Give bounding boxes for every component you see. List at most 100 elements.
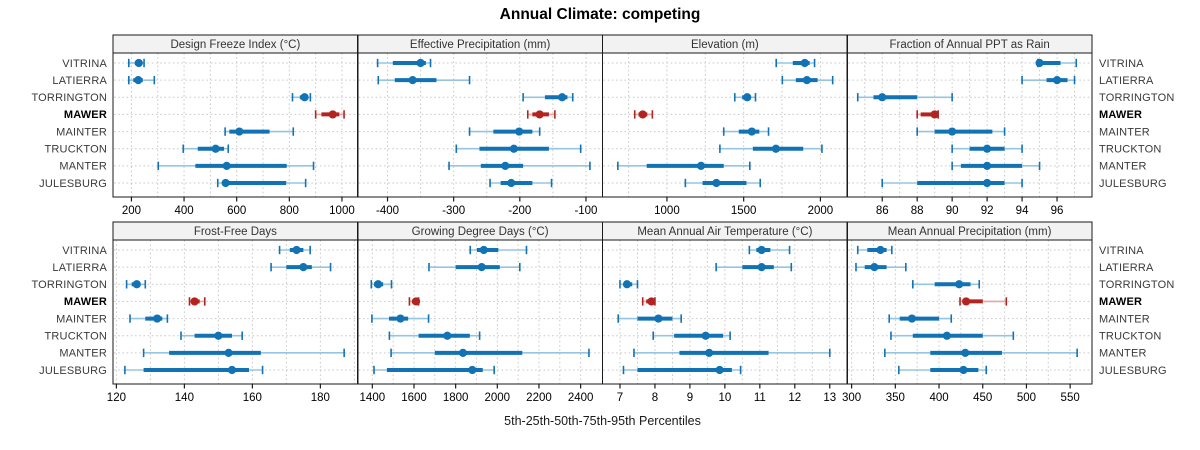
axis-tick-label: 9 [687,392,693,404]
percentile-interval-truckton [182,144,230,153]
percentile-interval-torrington [912,280,981,289]
axis-tick-label: 140 [175,392,194,404]
category-label-left: VITRINA [62,58,107,70]
axis-tick-label: 450 [973,392,992,404]
percentile-interval-manter [157,161,315,171]
category-label-right: MAINTER [1099,126,1150,138]
median-dot [948,127,957,136]
axis-tick-label: 1400 [360,392,386,404]
median-dot [907,314,917,323]
percentile-interval-torrington [291,93,312,102]
median-dot [771,144,780,153]
median-dot [477,263,486,272]
panel-border [357,239,604,385]
percentile-interval-vitrina [376,58,432,68]
percentile-interval-latierra [127,75,156,85]
median-dot [299,263,308,272]
axis-tick-label: -200 [508,205,531,217]
category-label-right: TRUCKTON [1099,331,1162,343]
percentile-interval-vitrina [748,245,791,255]
axis-tick-label: -300 [442,205,465,217]
category-label-left: JULESBURG [39,365,107,377]
category-label-left: TORRINGTON [31,279,107,291]
percentile-interval-manter [448,161,591,171]
median-dot [227,365,237,375]
axis-tick-label: 7 [617,392,623,404]
median-dot [374,280,383,289]
percentile-interval-vitrina [278,245,311,255]
panel-strip-title: Fraction of Annual PPT as Rain [890,39,1050,51]
percentile-interval-truckton [890,331,1015,340]
axis-tick-label: -400 [376,205,399,217]
percentile-interval-manter [951,161,1041,171]
percentile-interval-mawer [916,110,939,119]
panel-strip [846,34,1093,54]
panel-growing-degree-days-c: 1400 1600 1800 2000 2200 2400 Growing Degree D… [357,221,604,404]
median-dot [647,297,656,306]
percentile-interval-julesburg [216,178,307,188]
median-dot [211,144,220,153]
percentile-interval-manter [617,161,751,171]
axis-tick-label: 550 [1061,392,1080,404]
percentile-interval-manter [142,348,345,358]
axis-tick-label: 800 [280,205,299,217]
percentile-interval-julesburg [881,178,1023,188]
median-dot [214,331,223,340]
median-dot [696,161,706,170]
axis-tick-label: 2000 [808,205,834,217]
percentile-interval-torrington [733,93,757,102]
median-dot [878,93,887,102]
axis-tick-label: 90 [946,205,959,217]
percentile-interval-manter [633,348,831,358]
axis-tick-label: 600 [227,205,246,217]
axis-tick-label: 160 [243,392,262,404]
median-dot [743,93,752,102]
median-dot [622,280,632,289]
axis-tick-label: 2400 [568,392,594,404]
percentile-interval-mawer [633,110,654,119]
percentile-interval-julesburg [622,365,742,375]
category-label-right: MANTER [1099,161,1147,173]
percentile-interval-mainter [468,127,541,136]
median-dot [300,93,309,102]
percentile-interval-torrington [522,93,574,102]
category-label-left: MANTER [59,348,107,360]
category-label-left: LATIERRA [52,75,107,87]
axis-tick-label: 200 [122,205,141,217]
percentile-interval-mainter [888,314,953,323]
median-dot [222,161,231,170]
axis-tick-label: 1000 [654,205,680,217]
percentile-interval-latierra [781,75,834,85]
median-dot [757,245,766,255]
median-dot [515,127,524,136]
axis-tick-label: 96 [1051,205,1064,217]
median-dot [134,58,143,68]
median-dot [235,127,244,136]
percentile-interval-truckton [388,331,481,340]
category-label-left: TORRINGTON [31,92,107,104]
percentile-interval-mainter [371,314,430,323]
percentile-interval-latierra [377,75,471,85]
median-dot [705,348,714,357]
category-label-right: MAWER [1099,109,1142,121]
panel-effective-precipitation-mm: -400 -300 -200 -100 Effective Precipitation … [357,34,604,217]
axis-tick-label: 400 [174,205,193,217]
axis-tick-label: 300 [842,392,861,404]
percentile-interval-julesburg [684,178,762,188]
axis-tick-label: 1000 [329,205,355,217]
median-dot [458,348,468,357]
panel-strip-title: Effective Precipitation (mm) [410,39,551,51]
percentile-interval-mawer [526,110,556,119]
percentile-interval-julesburg [124,365,264,375]
percentile-interval-mainter [916,127,1006,136]
median-dot [962,297,971,306]
panel-strip-title: Elevation (m) [691,39,759,51]
category-label-right: VITRINA [1099,245,1144,257]
axis-tick-label: 11 [754,392,766,404]
percentile-interval-latierra [428,262,521,272]
chart-title: Annual Climate: competing [499,6,701,23]
percentile-interval-vitrina [469,245,528,255]
axis-tick-label: 2000 [485,392,511,404]
